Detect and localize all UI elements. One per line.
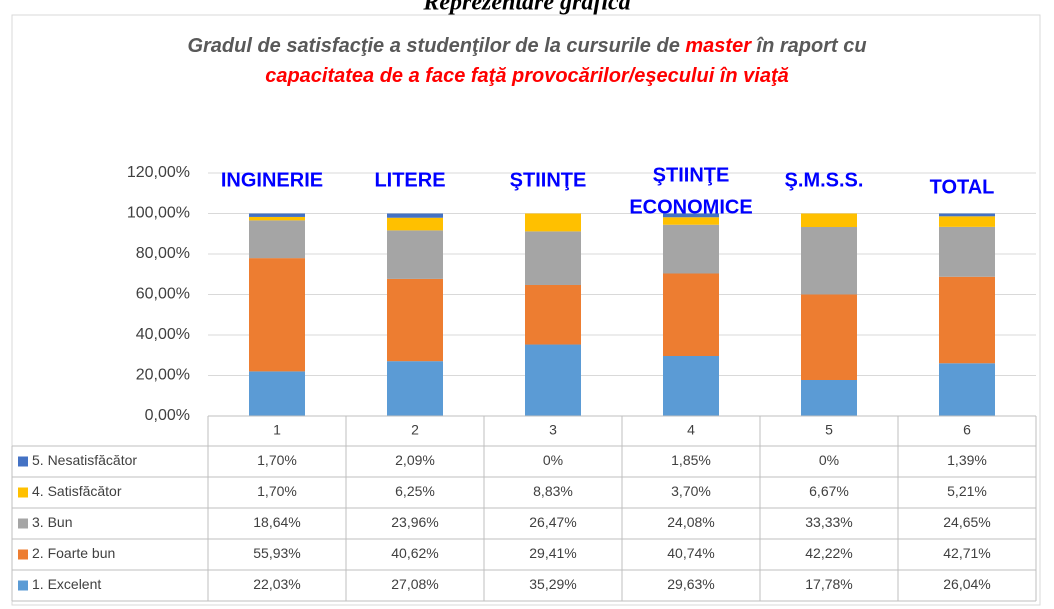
x-tick-label: 4 — [687, 422, 695, 438]
y-tick-label: 60,00% — [136, 286, 190, 303]
bar-annotation: LITERE — [374, 169, 445, 191]
legend-label: 3. Bun — [32, 514, 72, 530]
bar-segment — [939, 226, 995, 277]
bar-segment — [663, 213, 719, 218]
title-part: master — [685, 35, 752, 57]
x-tick-label: 5 — [825, 422, 833, 438]
x-tick-label: 3 — [549, 422, 557, 438]
legend-key — [18, 549, 28, 560]
legend-label: 2. Foarte bun — [32, 545, 115, 561]
table-value: 40,62% — [391, 545, 438, 561]
bar-annotation: ECONOMICE — [629, 196, 752, 218]
bar-annotation: TOTAL — [930, 176, 995, 198]
bar-segment — [387, 213, 443, 218]
bar-annotation: Ş.M.S.S. — [785, 169, 864, 191]
bar-segment — [939, 276, 995, 364]
y-tick-label: 40,00% — [136, 326, 190, 343]
y-tick-label: 20,00% — [136, 367, 190, 384]
legend-label: 1. Excelent — [32, 576, 101, 592]
bar-segment — [249, 216, 305, 221]
table-value: 6,25% — [395, 483, 435, 499]
table-value: 1,70% — [257, 483, 297, 499]
title-part: în raport cu — [751, 35, 867, 57]
bar-segment — [387, 278, 443, 362]
table-value: 22,03% — [253, 576, 300, 592]
y-tick-label: 120,00% — [127, 164, 190, 181]
bar-segment — [939, 213, 995, 217]
table-value: 35,29% — [529, 576, 576, 592]
table-value: 40,74% — [667, 545, 714, 561]
table-value: 1,85% — [671, 452, 711, 468]
table-value: 2,09% — [395, 452, 435, 468]
legend-key — [18, 518, 28, 529]
y-tick-label: 80,00% — [136, 245, 190, 262]
x-tick-label: 2 — [411, 422, 419, 438]
page-header: Reprezentare grafică — [422, 0, 630, 16]
bar-segment — [387, 217, 443, 231]
table-value: 24,65% — [943, 514, 990, 530]
bar-segment — [663, 273, 719, 356]
table-value: 29,63% — [667, 576, 714, 592]
bar-segment — [249, 258, 305, 372]
bar-annotation: INGINERIE — [221, 169, 323, 191]
table-value: 29,41% — [529, 545, 576, 561]
table-value: 3,70% — [671, 483, 711, 499]
table-value: 5,21% — [947, 483, 987, 499]
legend-label: 4. Satisfăcător — [32, 483, 122, 499]
bar-segment — [249, 213, 305, 217]
chart-title: capacitatea de a face faţă provocărilor/… — [265, 65, 789, 87]
table-value: 1,70% — [257, 452, 297, 468]
bar-segment — [249, 220, 305, 259]
table-value: 55,93% — [253, 545, 300, 561]
bar-segment — [663, 224, 719, 274]
table-value: 33,33% — [805, 514, 852, 530]
y-tick-label: 100,00% — [127, 205, 190, 222]
bar-segment — [525, 344, 581, 416]
legend-label: 5. Nesatisfăcător — [32, 452, 137, 468]
table-value: 27,08% — [391, 576, 438, 592]
title-part: Gradul de satisfacţie a studenţilor de l… — [187, 35, 685, 57]
bar-annotation: ŞTIINŢE — [653, 164, 730, 186]
title-part: capacitatea de a face faţă provocărilor/… — [265, 65, 789, 87]
x-tick-label: 6 — [963, 422, 971, 438]
table-value: 17,78% — [805, 576, 852, 592]
y-tick-label: 0,00% — [145, 407, 190, 424]
chart-title: Gradul de satisfacţie a studenţilor de l… — [187, 35, 866, 57]
table-value: 8,83% — [533, 483, 573, 499]
table-value: 26,47% — [529, 514, 576, 530]
bar-segment — [387, 230, 443, 279]
table-value: 23,96% — [391, 514, 438, 530]
table-value: 18,64% — [253, 514, 300, 530]
table-value: 26,04% — [943, 576, 990, 592]
bar-segment — [801, 227, 857, 295]
table-value: 42,71% — [943, 545, 990, 561]
bar-segment — [249, 371, 305, 416]
bar-segment — [663, 217, 719, 225]
table-value: 1,39% — [947, 452, 987, 468]
table-value: 0% — [819, 452, 839, 468]
legend-key — [18, 580, 28, 591]
legend-key — [18, 487, 28, 498]
table-value: 0% — [543, 452, 563, 468]
table-value: 42,22% — [805, 545, 852, 561]
bar-segment — [525, 213, 581, 232]
table-value: 6,67% — [809, 483, 849, 499]
x-tick-label: 1 — [273, 422, 281, 438]
bar-segment — [801, 213, 857, 228]
bar-segment — [525, 231, 581, 285]
bar-segment — [801, 379, 857, 416]
bar-segment — [525, 284, 581, 345]
table-value: 24,08% — [667, 514, 714, 530]
bar-annotation: ŞTIINŢE — [510, 169, 587, 191]
legend-key — [18, 456, 28, 467]
bar-segment — [939, 363, 995, 416]
bar-segment — [939, 216, 995, 227]
bar-segment — [801, 294, 857, 380]
bar-segment — [663, 355, 719, 416]
bar-segment — [387, 361, 443, 416]
